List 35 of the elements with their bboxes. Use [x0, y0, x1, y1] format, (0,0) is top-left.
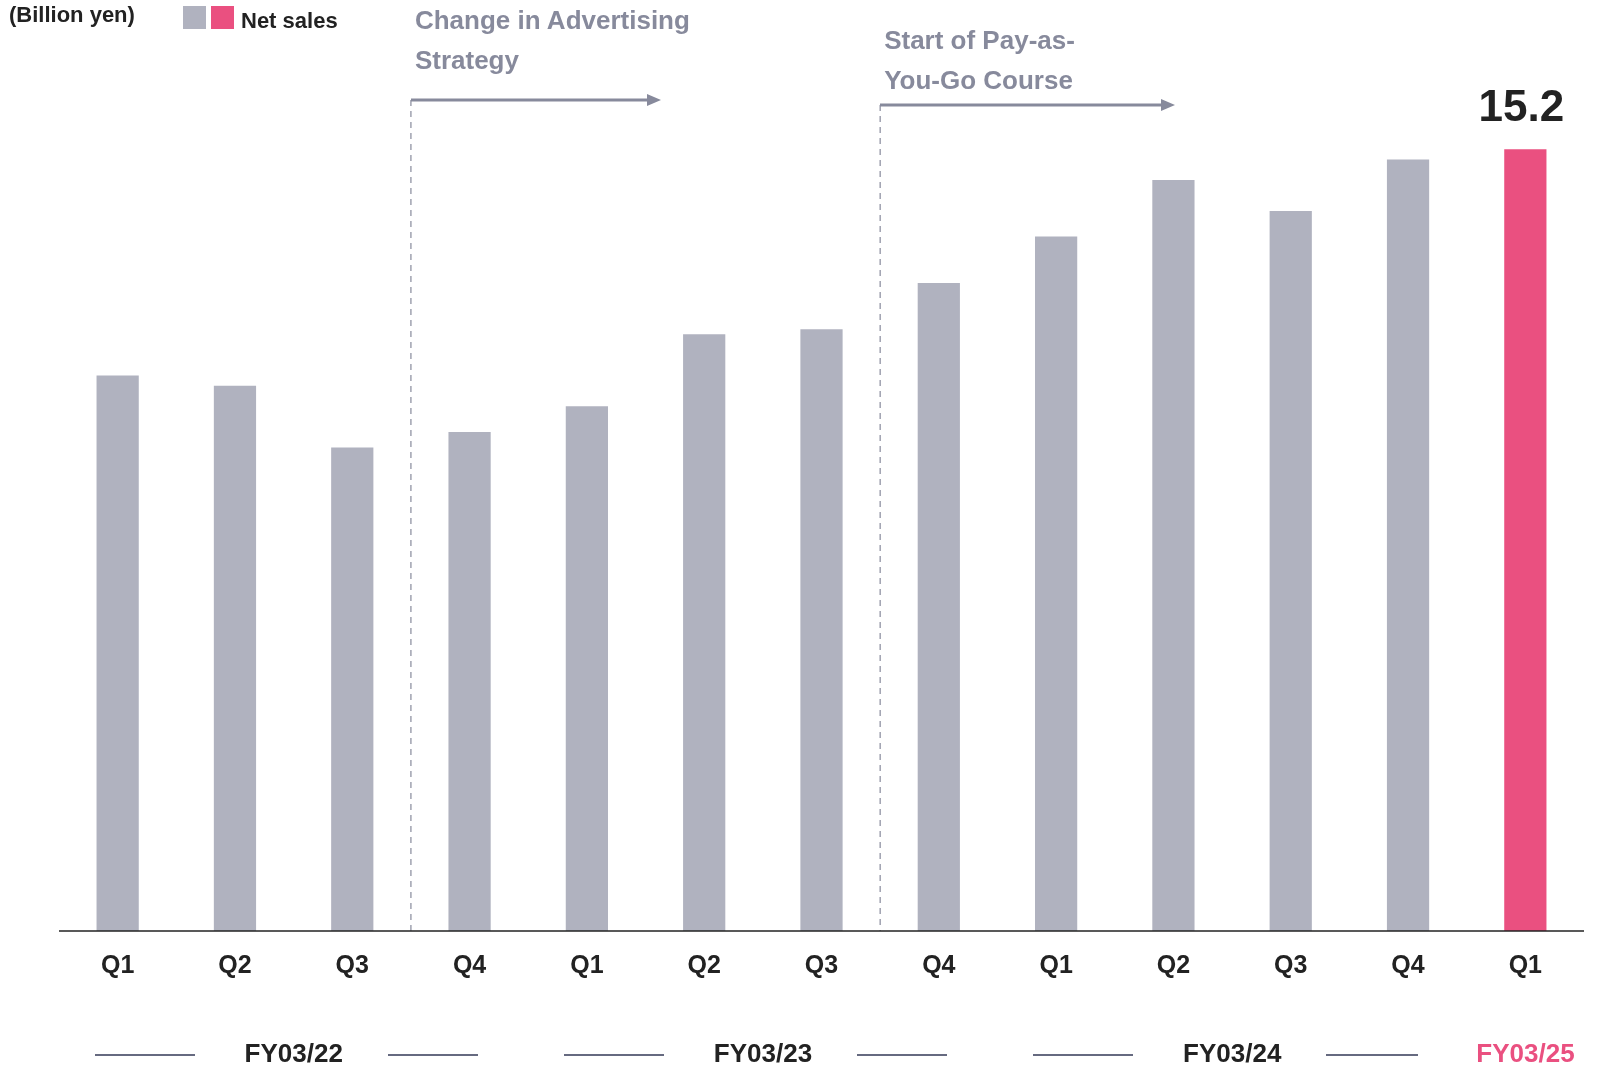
bar	[800, 329, 843, 931]
text: FY03/23	[713, 1038, 813, 1069]
x-tick-label: Q3	[1274, 949, 1308, 978]
x-tick-label: Q2	[1156, 949, 1191, 978]
data-label: 15.2	[1478, 81, 1565, 131]
legend-label: Net sales	[241, 8, 338, 34]
text: FY03/25	[1476, 1038, 1575, 1069]
bar	[917, 282, 960, 931]
x-tick-label: Q1	[570, 949, 604, 978]
x-tick-label: Q4	[1391, 949, 1425, 978]
bar	[213, 385, 257, 931]
x-tick-label: Q2	[218, 949, 252, 978]
x-tick-label: Q3	[335, 949, 369, 978]
text: (Billion yen)	[9, 2, 135, 28]
text: FY03/24	[1183, 1038, 1282, 1069]
bar	[1386, 159, 1430, 931]
bar	[1504, 149, 1547, 931]
x-tick-label: Q1	[1508, 949, 1543, 978]
text: Start of Pay-as-You-Go Course	[884, 24, 1076, 97]
bar	[1035, 236, 1078, 931]
bar	[1152, 180, 1195, 931]
bar	[448, 432, 491, 931]
x-tick-label: Q2	[687, 949, 721, 978]
bar	[96, 375, 139, 931]
text: FY03/22	[244, 1038, 343, 1069]
text: Change in Advertising Strategy	[414, 4, 691, 77]
x-tick-label: Q1	[1039, 949, 1073, 978]
x-tick-label: Q3	[804, 949, 839, 978]
x-tick-label: Q4	[922, 949, 956, 978]
bar	[683, 334, 726, 931]
bar	[565, 406, 608, 931]
x-tick-label: Q4	[452, 949, 487, 978]
bar	[331, 447, 374, 931]
bar	[1269, 210, 1312, 931]
x-tick-label: Q1	[100, 949, 135, 978]
